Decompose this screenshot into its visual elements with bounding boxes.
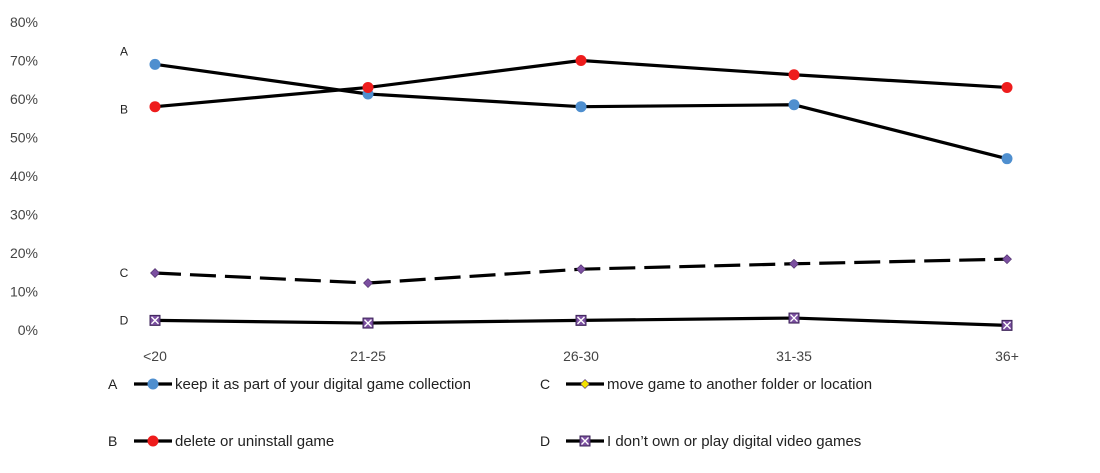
legend-marker bbox=[147, 435, 159, 447]
legend-letter: C bbox=[540, 376, 550, 392]
y-tick-label: 60% bbox=[10, 91, 38, 107]
data-point-c bbox=[576, 264, 586, 275]
data-point-d-cross bbox=[577, 316, 585, 325]
legend-marker bbox=[147, 378, 159, 390]
data-point-d bbox=[788, 312, 800, 324]
series-letter-c: C bbox=[120, 266, 129, 280]
data-point-d bbox=[149, 314, 161, 326]
data-point-d-cross bbox=[790, 314, 798, 323]
data-point-c bbox=[150, 268, 160, 278]
x-tick-label: 21-25 bbox=[350, 348, 386, 364]
x-tick-label: 26-30 bbox=[563, 348, 599, 364]
data-point-c bbox=[789, 258, 799, 269]
x-tick-label: 31-35 bbox=[776, 348, 812, 364]
data-point-a bbox=[149, 58, 161, 70]
legend-letter: D bbox=[540, 433, 550, 449]
data-point-a bbox=[1001, 153, 1013, 165]
data-point-c bbox=[1002, 254, 1012, 265]
series-letter-a: A bbox=[120, 44, 128, 58]
series-letters: A B C D bbox=[120, 44, 129, 327]
data-point-d bbox=[362, 317, 374, 329]
data-point-d-cross bbox=[1003, 321, 1011, 330]
series-markers bbox=[149, 55, 1013, 331]
legend-label: delete or uninstall game bbox=[175, 433, 334, 450]
y-axis: 0% 10% 20% 30% 40% 50% 60% 70% 80% bbox=[10, 14, 38, 338]
x-tick-label: <20 bbox=[143, 348, 167, 364]
y-tick-label: 30% bbox=[10, 207, 38, 223]
data-point-b bbox=[149, 101, 161, 113]
data-point-a bbox=[575, 101, 587, 113]
y-tick-label: 40% bbox=[10, 168, 38, 184]
series-lines bbox=[154, 58, 1008, 327]
data-point-d-cross bbox=[151, 316, 159, 325]
series-letter-b: B bbox=[120, 103, 128, 117]
series-letter-d: D bbox=[120, 313, 129, 327]
data-point-d-cross bbox=[364, 319, 372, 328]
legend-letter: B bbox=[108, 433, 117, 449]
legend-label: keep it as part of your digital game col… bbox=[175, 376, 471, 393]
y-tick-label: 50% bbox=[10, 130, 38, 146]
legend-marker bbox=[580, 379, 590, 389]
legend-item-d: D I don’t own or play digital video games bbox=[540, 433, 861, 450]
data-point-d bbox=[575, 314, 587, 326]
data-point-c bbox=[363, 278, 373, 288]
legend-label: move game to another folder or location bbox=[607, 376, 872, 393]
data-point-b bbox=[1001, 81, 1013, 93]
y-tick-label: 10% bbox=[10, 284, 38, 300]
x-tick-label: 36+ bbox=[995, 348, 1019, 364]
y-tick-label: 80% bbox=[10, 14, 38, 30]
legend-marker bbox=[579, 435, 591, 447]
data-point-b bbox=[788, 69, 800, 81]
y-tick-label: 70% bbox=[10, 53, 38, 69]
data-point-b bbox=[575, 55, 587, 66]
y-tick-label: 0% bbox=[18, 322, 38, 338]
data-point-a bbox=[788, 99, 800, 111]
y-tick-label: 20% bbox=[10, 245, 38, 261]
x-axis: <20 21-25 26-30 31-35 36+ bbox=[143, 348, 1019, 364]
data-point-b bbox=[362, 81, 374, 93]
data-point-d bbox=[1001, 319, 1013, 331]
legend-marker-cross bbox=[581, 437, 589, 445]
legend-letter: A bbox=[108, 376, 118, 392]
legend-label: I don’t own or play digital video games bbox=[607, 433, 861, 450]
